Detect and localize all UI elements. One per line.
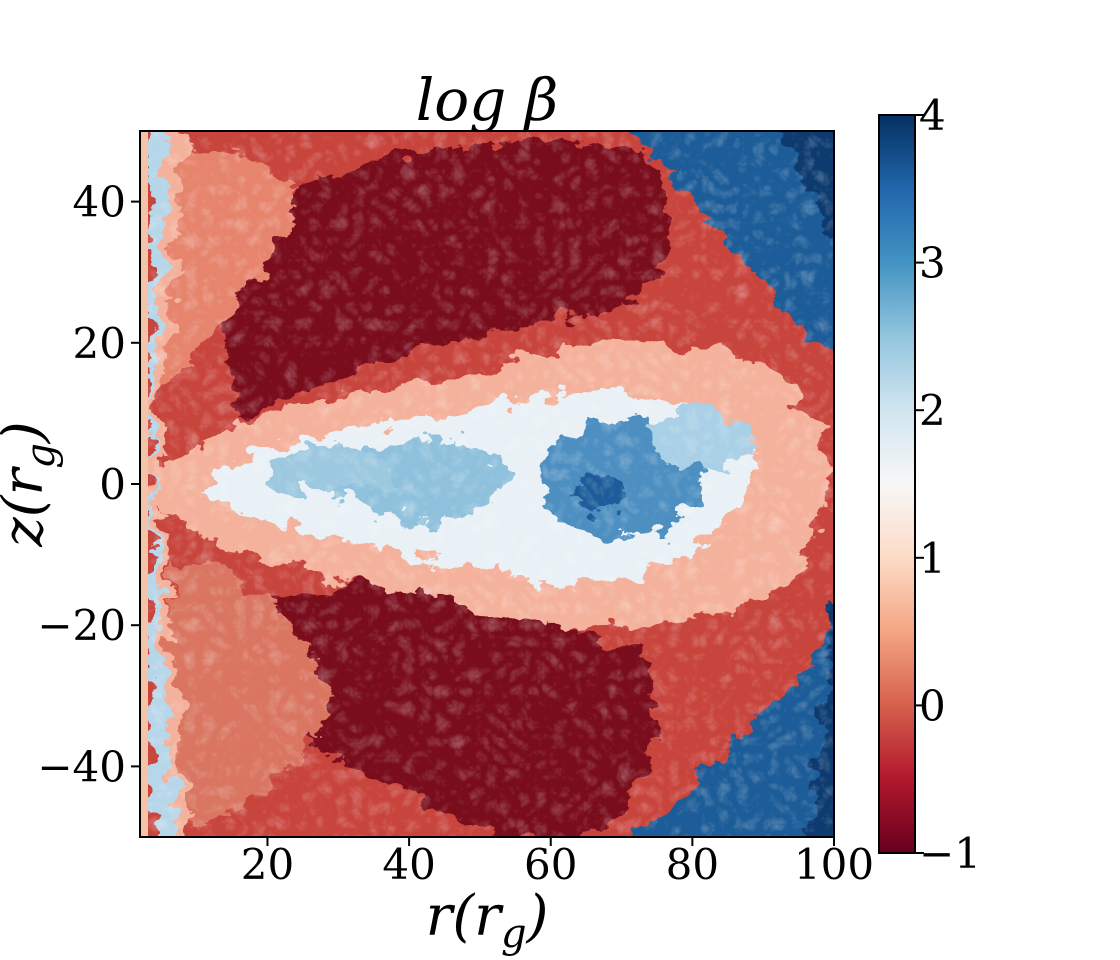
y-tick-label: 40 [73,178,126,227]
heatmap-field [140,131,834,837]
y-tick-label: 0 [99,460,126,509]
x-tick-label: 100 [794,840,874,889]
colorbar-tick-label: 2 [919,386,946,435]
colorbar-tick-label: 4 [919,91,946,140]
colorbar-tick-label: 0 [919,681,946,730]
y-tick-label: −40 [37,742,126,791]
colorbar-tick-label: 1 [919,534,946,583]
chart-title: log β [416,66,559,134]
colorbar [878,114,916,854]
y-tick-label: 20 [73,319,126,368]
colorbar-tick-label: 3 [919,239,946,288]
x-axis: 20 40 60 80 100 [241,837,874,889]
x-tick-label: 80 [666,840,719,889]
x-axis-label: r(rg) [426,884,549,957]
colorbar-tick-label: −1 [919,829,981,878]
y-axis-label: z(rg) [0,421,64,548]
x-tick-label: 20 [241,840,294,889]
colorbar-axis: 4 3 2 1 0 −1 [915,91,981,878]
x-tick-label: 60 [524,840,577,889]
y-axis: 40 20 0 −20 −40 [37,178,140,791]
x-tick-label: 40 [382,840,435,889]
y-tick-label: −20 [37,601,126,650]
